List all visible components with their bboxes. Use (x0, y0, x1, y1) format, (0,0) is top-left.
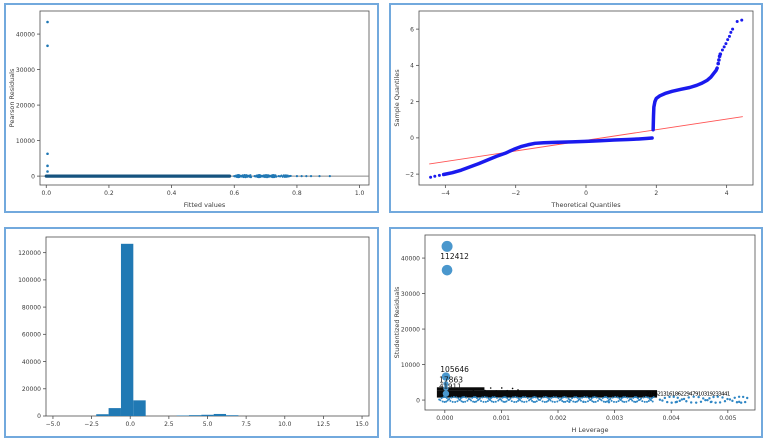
svg-text:7.5: 7.5 (241, 421, 251, 428)
svg-text:20000: 20000 (22, 386, 41, 393)
svg-text:30000: 30000 (16, 67, 35, 74)
svg-text:40000: 40000 (16, 31, 35, 38)
svg-text:6: 6 (410, 26, 414, 33)
svg-text:112412: 112412 (440, 252, 469, 261)
svg-text:17863: 17863 (439, 376, 463, 385)
svg-text:0.003: 0.003 (606, 415, 623, 422)
svg-text:2: 2 (410, 99, 414, 106)
svg-text:0.4: 0.4 (167, 190, 177, 197)
panel-influence-plot: 0.000 0.001 0.002 0.003 0.004 0.005 0 10000 2000… (389, 227, 763, 438)
svg-text:0.002: 0.002 (549, 415, 566, 422)
svg-text:12.5: 12.5 (317, 421, 331, 428)
svg-text:2.5: 2.5 (164, 421, 174, 428)
svg-text:105646: 105646 (440, 365, 469, 374)
svg-text:100000: 100000 (18, 277, 41, 284)
svg-text:0.004: 0.004 (663, 415, 680, 422)
influence-plot-chart: 0.000 0.001 0.002 0.003 0.004 0.005 0 10000 2000… (393, 234, 756, 434)
svg-text:2: 2 (654, 190, 658, 197)
svg-text:15.0: 15.0 (355, 421, 369, 428)
panel-residual-histogram: −5.0 −2.5 0.0 2.5 5.0 7.5 10.0 12.5 15.0 0 20000 40… (4, 227, 379, 438)
svg-text:0.0: 0.0 (41, 190, 51, 197)
svg-text:0: 0 (410, 135, 414, 142)
svg-text:40000: 40000 (401, 255, 420, 262)
svg-text:0.0: 0.0 (125, 421, 135, 428)
qq-plot-chart: −4 −2 0 2 4 −2 0 2 4 6 Theoretical Quantiles Sample… (393, 10, 754, 209)
svg-text:5.0: 5.0 (203, 421, 213, 428)
svg-text:10.0: 10.0 (278, 421, 292, 428)
svg-text:0.8: 0.8 (292, 190, 302, 197)
panel-residuals-vs-fitted: 0.0 0.2 0.4 0.6 0.8 1.0 0 10000 20000 30000 40000 F… (4, 3, 379, 213)
svg-text:−2.5: −2.5 (84, 421, 99, 428)
svg-text:0: 0 (31, 173, 35, 180)
svg-text:0: 0 (37, 413, 41, 420)
svg-text:40000: 40000 (22, 359, 41, 366)
svg-text:−4: −4 (441, 190, 450, 197)
svg-text:Fitted values: Fitted values (184, 201, 226, 209)
svg-text:Theoretical Quantiles: Theoretical Quantiles (550, 201, 621, 209)
svg-text:10000: 10000 (16, 138, 35, 145)
svg-text:20000: 20000 (16, 102, 35, 109)
svg-text:1.0: 1.0 (355, 190, 365, 197)
residuals-vs-fitted-chart: 0.0 0.2 0.4 0.6 0.8 1.0 0 10000 20000 30000 40000 F… (8, 10, 370, 209)
svg-text:4: 4 (410, 63, 414, 70)
svg-text:60000: 60000 (22, 332, 41, 339)
svg-text:41911: 41911 (439, 382, 461, 390)
svg-text:−2: −2 (405, 171, 414, 178)
residual-histogram-chart: −5.0 −2.5 0.0 2.5 5.0 7.5 10.0 12.5 15.0 0 20000 40… (18, 236, 370, 428)
svg-text:0.6: 0.6 (229, 190, 239, 197)
svg-text:20000: 20000 (401, 326, 420, 333)
panel-qq-plot: −4 −2 0 2 4 −2 0 2 4 6 Theoretical Quantiles Sample… (389, 3, 763, 213)
svg-text:−2: −2 (511, 190, 520, 197)
svg-text:21662131618622947910319233441: 21662131618622947910319233441 (646, 391, 730, 397)
svg-text:10000: 10000 (401, 362, 420, 369)
svg-text:0.2: 0.2 (104, 190, 114, 197)
svg-text:80000: 80000 (22, 304, 41, 311)
svg-text:−5.0: −5.0 (46, 421, 61, 428)
svg-text:0.005: 0.005 (719, 415, 736, 422)
svg-text:0.000: 0.000 (436, 415, 453, 422)
svg-text:Studentized Residuals: Studentized Residuals (393, 286, 401, 358)
svg-text:0: 0 (416, 397, 420, 404)
svg-text:120000: 120000 (18, 250, 41, 257)
svg-text:0: 0 (584, 190, 588, 197)
svg-text:H Leverage: H Leverage (571, 426, 608, 434)
svg-text:4: 4 (725, 190, 729, 197)
svg-text:0.001: 0.001 (493, 415, 510, 422)
svg-text:30000: 30000 (401, 291, 420, 298)
svg-text:Pearson Residuals: Pearson Residuals (8, 68, 16, 127)
svg-text:Sample Quantiles: Sample Quantiles (393, 69, 401, 127)
